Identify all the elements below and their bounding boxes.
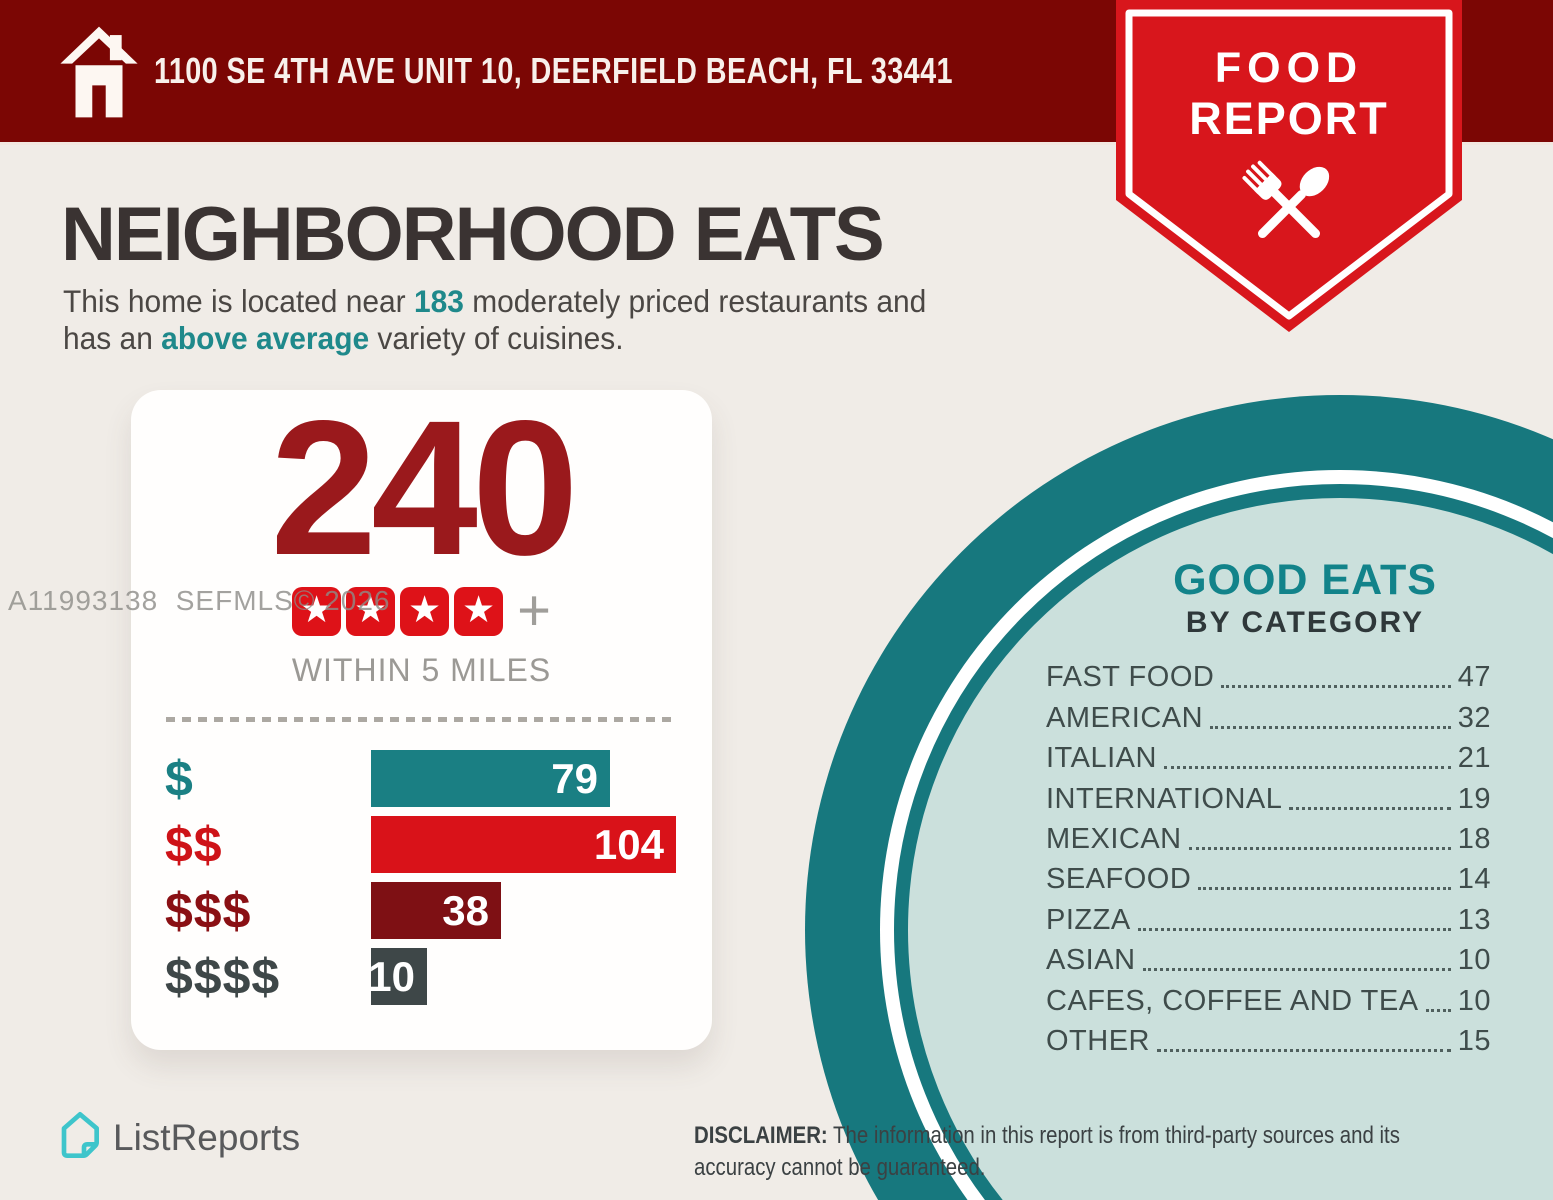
bar: 104: [371, 816, 676, 873]
dotted-leader: [1198, 887, 1451, 891]
badge-line1: FOOD: [1214, 44, 1364, 92]
category-label: CAFES, COFFEE AND TEA: [1046, 984, 1419, 1017]
intro-line: This home is located near 183 moderately…: [63, 283, 926, 320]
category-row: FAST FOOD 47: [1046, 656, 1491, 696]
category-row: CAFES, COFFEE AND TEA 10: [1046, 979, 1491, 1019]
radius-label: WITHIN 5 MILES: [291, 652, 552, 688]
bar-value: 38: [442, 886, 489, 934]
utensils-crossed-icon: [1242, 160, 1330, 239]
category-value: 21: [1457, 742, 1491, 775]
bar-row: $$$$ 10: [165, 948, 677, 1005]
dotted-leader: [1289, 806, 1451, 810]
category-list: FAST FOOD 47 AMERICAN 32 ITALIAN 21 INTERNATIO…: [1046, 656, 1491, 1060]
listreports-logo-icon: [58, 1110, 102, 1165]
intro-segment: moderately priced restaurants and: [463, 283, 927, 319]
category-label: AMERICAN: [1046, 701, 1204, 734]
food-report-badge: FOOD REPORT: [1116, 0, 1462, 336]
bar: 10: [368, 948, 427, 1005]
disclaimer-line2: accuracy cannot be guaranteed.: [694, 1154, 986, 1181]
bar-row: $$ 104: [165, 816, 677, 873]
disclaimer-label: DISCLAIMER:: [694, 1122, 828, 1149]
bar-value: 79: [551, 754, 598, 802]
dotted-leader: [1142, 968, 1451, 972]
category-row: PIZZA 13: [1046, 898, 1491, 938]
category-label: OTHER: [1046, 1024, 1150, 1057]
dotted-leader: [1163, 766, 1451, 770]
intro-line: has an above average variety of cuisines…: [63, 320, 926, 357]
category-row: INTERNATIONAL 19: [1046, 777, 1491, 817]
category-row: SEAFOOD 14: [1046, 858, 1491, 898]
bar: 38: [371, 882, 501, 939]
intro-accent: 183: [413, 283, 464, 319]
badge-line2: REPORT: [1189, 93, 1389, 144]
category-label: INTERNATIONAL: [1046, 782, 1283, 815]
restaurant-count: 240: [270, 380, 578, 595]
bar-value: 104: [593, 820, 664, 868]
bar-row: $$$ 38: [165, 882, 677, 939]
disclaimer: DISCLAIMER: The information in this repo…: [694, 1120, 1400, 1184]
dotted-leader: [1188, 846, 1451, 850]
disclaimer-line1: The information in this report is from t…: [827, 1122, 1400, 1149]
intro-accent: above average: [161, 320, 370, 356]
restaurant-summary-card: 240 ★ ★ ★ ★ + WITHIN 5 MILES $79 $$ 104 $$$ 38 $$…: [131, 390, 712, 1050]
bar-label: $$$$: [165, 948, 281, 1005]
category-label: PIZZA: [1046, 903, 1131, 936]
category-value: 15: [1457, 1024, 1491, 1057]
intro-segment: This home is located near: [63, 283, 414, 319]
star-icon: ★: [454, 586, 504, 636]
category-row: ITALIAN 21: [1046, 737, 1491, 777]
star-icon: ★: [400, 586, 450, 636]
plus-icon: +: [517, 578, 551, 643]
category-row: AMERICAN 32: [1046, 696, 1491, 736]
category-value: 18: [1457, 822, 1491, 855]
brand-name: ListReports: [113, 1116, 301, 1158]
property-address: 1100 SE 4TH AVE UNIT 10, DEERFIELD BEACH…: [154, 50, 953, 91]
dotted-leader: [1210, 725, 1451, 729]
category-label: MEXICAN: [1046, 822, 1182, 855]
page-title: NEIGHBORHOOD EATS: [61, 192, 885, 277]
bar-value: 10: [368, 952, 415, 1000]
category-value: 13: [1457, 903, 1491, 936]
intro-segment: has an: [63, 320, 162, 356]
star-rating: ★ ★ ★ ★ +: [131, 578, 712, 643]
good-eats-title: GOOD EATS: [1173, 556, 1437, 604]
mls-watermark: A11993138 SEFMLS© 2026: [8, 585, 391, 616]
good-eats-subtitle: BY CATEGORY: [1185, 606, 1425, 639]
star-icon: ★: [292, 586, 342, 636]
category-label: ITALIAN: [1046, 742, 1157, 775]
header-divider: [0, 142, 1553, 145]
bar-label: $: [165, 750, 194, 807]
dotted-leader: [1425, 1008, 1451, 1012]
listreports-logo: ListReports: [58, 1110, 300, 1165]
category-value: 32: [1457, 701, 1491, 734]
dotted-leader: [1137, 927, 1451, 931]
home-icon: [57, 25, 141, 119]
category-label: FAST FOOD: [1046, 661, 1215, 694]
category-row: MEXICAN 18: [1046, 818, 1491, 858]
category-label: SEAFOOD: [1046, 863, 1192, 896]
bar: 79: [371, 750, 610, 807]
category-value: 10: [1457, 944, 1491, 977]
dotted-leader: [1157, 1048, 1451, 1052]
bar-label: $$: [165, 816, 223, 873]
category-value: 10: [1457, 984, 1491, 1017]
category-row: OTHER 15: [1046, 1020, 1491, 1060]
dotted-leader: [1221, 685, 1451, 689]
bar-row: $79: [165, 750, 677, 807]
category-row: ASIAN 10: [1046, 939, 1491, 979]
category-value: 47: [1457, 661, 1491, 694]
intro-text: This home is located near 183 moderately…: [63, 283, 926, 357]
bar-label: $$$: [165, 882, 252, 939]
intro-segment: variety of cuisines.: [369, 320, 624, 356]
dashed-divider: [166, 717, 677, 722]
category-value: 19: [1457, 782, 1491, 815]
category-label: ASIAN: [1046, 944, 1136, 977]
category-value: 14: [1457, 863, 1491, 896]
price-tier-bar-chart: $79 $$ 104 $$$ 38 $$$$ 10: [165, 750, 677, 1014]
star-icon: ★: [346, 586, 396, 636]
